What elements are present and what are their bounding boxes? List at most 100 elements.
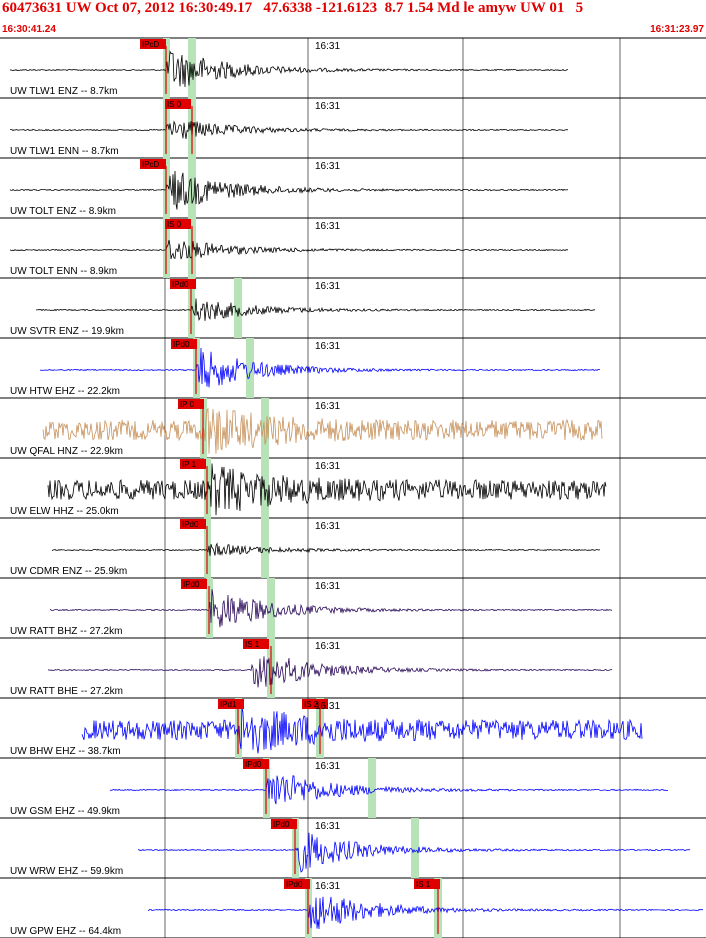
pick-label-box xyxy=(165,99,191,109)
minute-tick-label: 16:31 xyxy=(315,821,340,832)
minute-tick-label: 16:31 xyxy=(315,761,340,772)
waveform xyxy=(137,832,691,873)
start-time-label: 16:30:41.24 xyxy=(2,24,56,35)
trace-panel: IPd0 16:31 UW GSM EHZ -- 49.9km xyxy=(0,758,706,819)
pick-label-box xyxy=(140,159,166,169)
trace-panel: IS 0 16:31 UW TOLT ENN -- 8.9km xyxy=(0,218,706,279)
trace-panel: IS 0 16:31 UW TLW1 ENN -- 8.7km xyxy=(0,98,706,159)
pick-label: IPd0 xyxy=(286,880,303,889)
pick-label: IS 0 xyxy=(167,220,182,229)
pick-label-box xyxy=(171,339,197,349)
s-pick-window xyxy=(261,518,269,578)
pick-label-box xyxy=(243,639,269,649)
pick-label: IPd1 xyxy=(220,700,237,709)
pick-label: IP 1 xyxy=(182,460,197,469)
minute-tick-label: 16:31 xyxy=(315,221,340,232)
minute-tick-label: 16:31 xyxy=(315,281,340,292)
pick-label-box xyxy=(165,219,191,229)
trace-label: UW CDMR ENZ -- 25.9km xyxy=(10,566,127,577)
minute-tick-label: 16:31 xyxy=(315,581,340,592)
pick-label-box xyxy=(218,699,244,709)
waveform xyxy=(109,775,669,805)
minute-tick-label: 16:31 xyxy=(315,41,340,52)
trace-panel: IPd0 16:31 UW WRW EHZ -- 59.9km xyxy=(0,818,706,879)
pick-label-box xyxy=(284,879,310,889)
s-pick-window xyxy=(234,278,242,338)
trace-label: UW WRW EHZ -- 59.9km xyxy=(10,866,123,877)
minute-tick-label: 16:31 xyxy=(315,461,340,472)
pick-label: IS 2 xyxy=(304,700,319,709)
pick-label: IPd0 xyxy=(182,520,199,529)
waveform xyxy=(49,589,613,628)
trace-label: UW RATT BHE -- 27.2km xyxy=(10,686,123,697)
waveform xyxy=(35,298,596,322)
pick-label-box xyxy=(140,39,166,49)
waveform xyxy=(47,463,607,516)
minute-tick-label: 16:31 xyxy=(315,161,340,172)
pick-label: IPd0 xyxy=(273,820,290,829)
waveform xyxy=(10,120,569,140)
pick-label-box xyxy=(180,459,206,469)
pick-label-box xyxy=(302,699,328,709)
waveform xyxy=(147,896,703,930)
trace-panel: IS 1 16:31 UW RATT BHE -- 27.2km xyxy=(0,638,706,699)
trace-label: UW BHW EHZ -- 38.7km xyxy=(10,746,121,757)
waveform xyxy=(81,706,643,754)
minute-tick-label: 16:31 xyxy=(315,521,340,532)
trace-label: UW TOLT ENN -- 8.9km xyxy=(10,266,117,277)
minute-tick-label: 16:31 xyxy=(315,101,340,112)
trace-label: UW RATT BHZ -- 27.2km xyxy=(10,626,122,637)
pick-label: IPd0 xyxy=(245,760,262,769)
pick-label-box xyxy=(178,399,204,409)
minute-tick-label: 16:31 xyxy=(315,401,340,412)
trace-panel: IPd0 IS 1 16:31 UW GPW EHZ -- 64.4km xyxy=(0,878,706,938)
trace-panel: IPcD 16:31 UW TLW1 ENZ -- 8.7km xyxy=(0,38,706,99)
event-header-title: 60473631 UW Oct 07, 2012 16:30:49.17 47.… xyxy=(2,0,584,16)
trace-label: UW SVTR ENZ -- 19.9km xyxy=(10,326,124,337)
trace-panel: IPd0 16:31 UW CDMR ENZ -- 25.9km xyxy=(0,518,706,579)
trace-panel: IP 1 16:31 UW ELW HHZ -- 25.0km xyxy=(0,458,706,519)
s-pick-window xyxy=(261,458,269,518)
pick-label: IPd0 xyxy=(183,580,200,589)
trace-label: UW HTW EHZ -- 22.2km xyxy=(10,386,120,397)
s-pick-window xyxy=(261,398,269,458)
pick-label: IS 1 xyxy=(416,880,431,889)
pick-label-box xyxy=(180,519,206,529)
trace-panel: IPcD 16:31 UW TOLT ENZ -- 8.9km xyxy=(0,158,706,219)
trace-panel: IPd0 16:31 UW HTW EHZ -- 22.2km xyxy=(0,338,706,399)
waveform xyxy=(39,347,601,388)
pick-label: IPd0 xyxy=(173,340,190,349)
waveform xyxy=(42,407,603,454)
pick-label: IPd0 xyxy=(172,280,189,289)
waveform xyxy=(51,542,601,556)
waveform xyxy=(9,50,569,88)
waveform xyxy=(9,240,569,260)
pick-label-box xyxy=(414,879,440,889)
trace-label: UW TLW1 ENN -- 8.7km xyxy=(10,146,119,157)
minute-tick-label: 16:31 xyxy=(315,881,340,892)
minute-tick-label: 16:31 xyxy=(315,341,340,352)
minute-tick-label: 16:31 xyxy=(315,701,340,712)
trace-panel: IPd0 16:31 UW SVTR ENZ -- 19.9km xyxy=(0,278,706,339)
trace-label: UW TLW1 ENZ -- 8.7km xyxy=(10,86,117,97)
trace-label: UW QFAL HNZ -- 22.9km xyxy=(10,446,123,457)
trace-label: UW GPW EHZ -- 64.4km xyxy=(10,926,121,937)
s-pick-window xyxy=(246,338,254,398)
waveform xyxy=(47,656,613,688)
pick-label: IS 1 xyxy=(245,640,260,649)
s-pick-window xyxy=(368,758,376,818)
trace-label: UW TOLT ENZ -- 8.9km xyxy=(10,206,116,217)
trace-label: UW GSM EHZ -- 49.9km xyxy=(10,806,120,817)
pick-label: IP 0 xyxy=(180,400,195,409)
s-pick-window xyxy=(411,818,419,878)
pick-label: IPcD xyxy=(142,160,160,169)
end-time-label: 16:31:23.97 xyxy=(650,24,704,35)
pick-label: IPcD xyxy=(142,40,160,49)
waveform xyxy=(9,170,569,210)
s-pick-window xyxy=(188,158,196,218)
pick-label: IS 0 xyxy=(167,100,182,109)
trace-panel: IP 0 16:31 UW QFAL HNZ -- 22.9km xyxy=(0,398,706,459)
pick-label-box xyxy=(170,279,196,289)
pick-label-box xyxy=(181,579,207,589)
